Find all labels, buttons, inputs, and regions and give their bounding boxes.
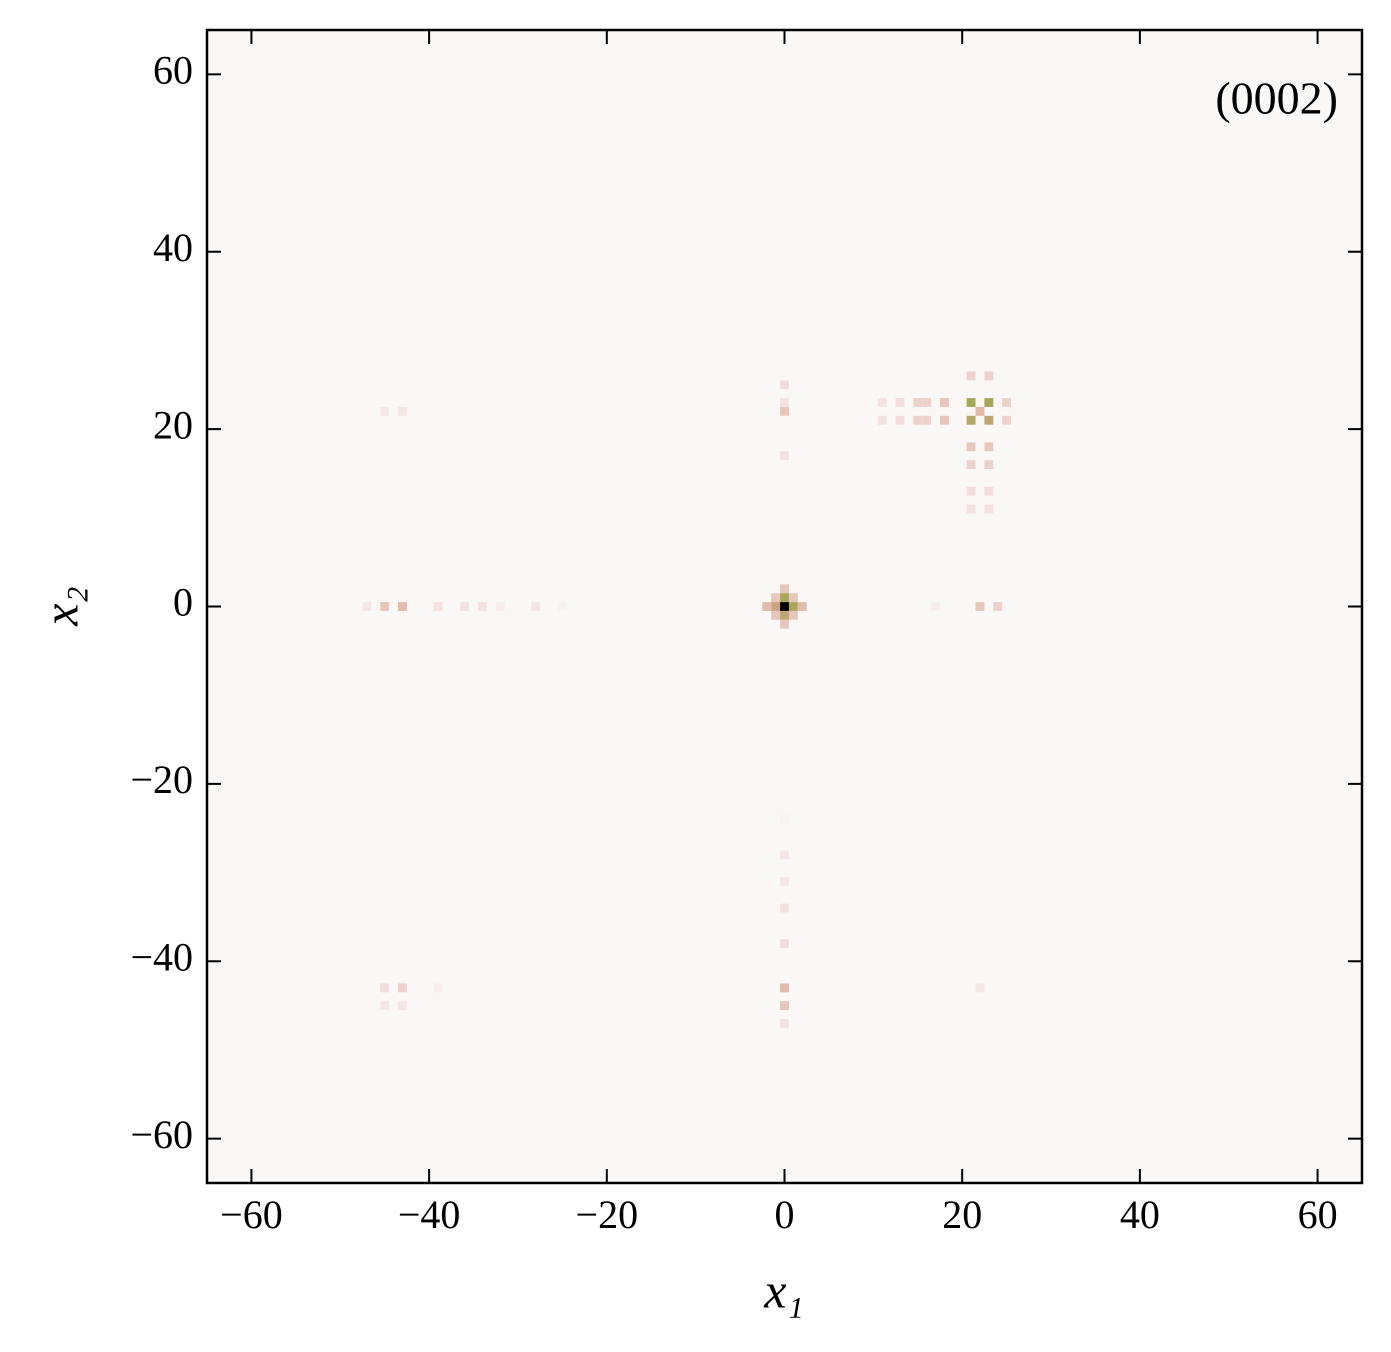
heatmap-cell (966, 486, 976, 496)
heatmap-cell (780, 380, 789, 390)
heatmap-cell (984, 415, 994, 425)
heatmap-cell (780, 584, 789, 594)
heatmap-cell (975, 602, 985, 611)
heatmap-cell (788, 610, 798, 620)
heatmap-cell (895, 415, 905, 425)
y-tick-label: 60 (153, 48, 193, 93)
heatmap-cell (797, 602, 807, 611)
heatmap-cell (939, 398, 949, 407)
heatmap-cell (966, 442, 976, 452)
heatmap-cell (788, 602, 798, 611)
heatmap-cell (1002, 398, 1012, 407)
heatmap-cell (780, 602, 789, 611)
heatmap-cell (922, 415, 932, 425)
x-tick-label: 0 (775, 1192, 795, 1237)
plot-frame (205, 28, 1364, 1185)
heatmap-cell (780, 1001, 789, 1011)
heatmap-cell (939, 415, 949, 425)
annotation: (0002) (1215, 73, 1338, 124)
heatmap-cell (771, 593, 781, 603)
heatmap-cell (380, 983, 390, 993)
heatmap-cell (433, 983, 443, 993)
y-tick-label: 20 (153, 402, 193, 447)
heatmap-cell (398, 602, 407, 611)
heatmap-cell (780, 983, 789, 993)
y-axis-label: x₂ (32, 586, 88, 627)
heatmap-cell (780, 877, 789, 886)
heatmap-cell (895, 398, 905, 407)
heatmap-cell (984, 486, 994, 496)
x-tick-label: 60 (1298, 1192, 1338, 1237)
heatmap-cell (966, 504, 976, 514)
heatmap-cell (433, 602, 443, 611)
heatmap-cell (762, 602, 772, 611)
heatmap-cell (780, 610, 789, 620)
x-tick-label: −20 (576, 1192, 639, 1237)
heatmap-cell (984, 371, 994, 381)
heatmap-cell (877, 415, 887, 425)
x-tick-label: 20 (942, 1192, 982, 1237)
heatmap-cell (966, 398, 976, 407)
x-axis-label: x₁ (763, 1262, 804, 1318)
x-tick-label: −40 (398, 1192, 461, 1237)
heatmap-cell (780, 850, 789, 860)
heatmap-cell (975, 983, 985, 993)
heatmap-cell (380, 602, 390, 611)
heatmap-cell (931, 602, 940, 611)
heatmap-cell (913, 415, 923, 425)
heatmap-cell (966, 415, 976, 425)
heatmap-cell (780, 451, 789, 461)
heatmap-cell (984, 460, 994, 470)
y-tick-label: −60 (130, 1112, 193, 1157)
heatmap-cell (993, 602, 1003, 611)
y-tick-label: −40 (130, 934, 193, 979)
heatmap-cell (913, 398, 923, 407)
heatmap-cell (362, 602, 372, 611)
heatmap-cell (984, 398, 994, 407)
heatmap-cell (780, 406, 789, 416)
heatmap-cell (380, 1001, 390, 1011)
heatmap-cell (780, 814, 789, 824)
y-tick-label: 40 (153, 225, 193, 270)
heatmap-cell (477, 602, 487, 611)
heatmap-cell (922, 398, 932, 407)
heatmap-cell (780, 939, 789, 948)
heatmap-cell (788, 593, 798, 603)
heatmap-cell (984, 442, 994, 452)
heatmap-cell (557, 602, 567, 611)
heatmap-cell (966, 460, 976, 470)
heatmap-cell (460, 602, 470, 611)
heatmap-cell (780, 903, 789, 913)
heatmap-cell (780, 398, 789, 407)
y-tick-label: −20 (130, 757, 193, 802)
heatmap-cell (984, 504, 994, 514)
heatmap-cell (771, 602, 781, 611)
heatmap-cell (398, 406, 407, 416)
x-tick-label: −60 (220, 1192, 283, 1237)
y-tick-label: 0 (173, 580, 193, 625)
heatmap-cells (207, 30, 1362, 1183)
heatmap-cell (780, 593, 789, 603)
heatmap-cell (966, 371, 976, 381)
heatmap-cell (975, 406, 985, 416)
heatmap-cell (398, 1001, 407, 1011)
heatmap-cell (380, 406, 390, 416)
heatmap-cell (780, 1018, 789, 1028)
heatmap-cell (877, 398, 887, 407)
heatmap-cell (495, 602, 505, 611)
x-tick-label: 40 (1120, 1192, 1160, 1237)
heatmap-cell (771, 610, 781, 620)
heatmap-cell (1002, 415, 1012, 425)
heatmap-cell (398, 983, 407, 993)
heatmap-cell (531, 602, 541, 611)
heatmap-cell (780, 619, 789, 629)
